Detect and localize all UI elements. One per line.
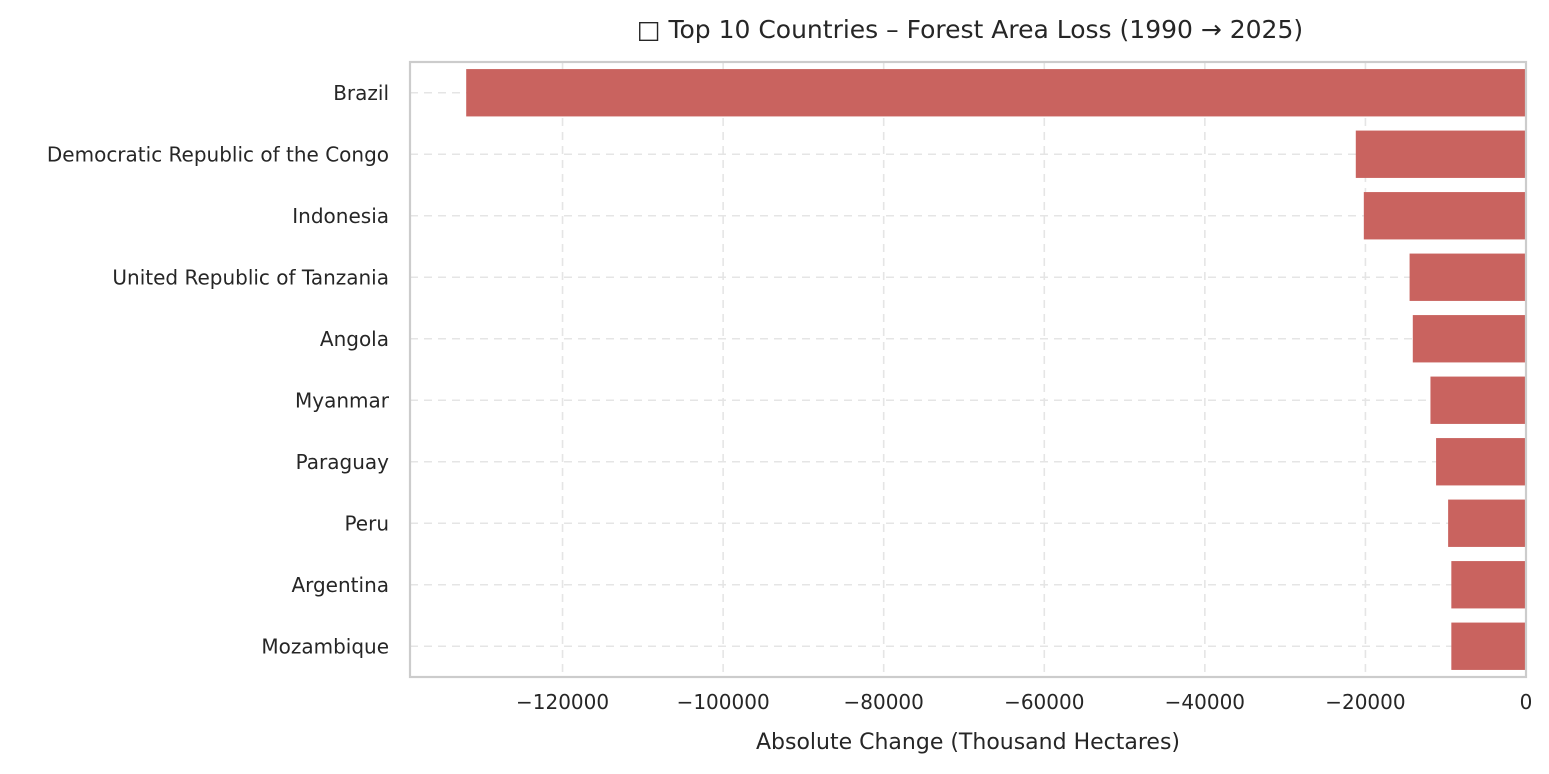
- y-tick-label: Argentina: [291, 573, 389, 597]
- y-tick-label: Angola: [320, 327, 389, 351]
- y-tick-label: United Republic of Tanzania: [112, 265, 389, 289]
- bar-argentina: [1451, 561, 1526, 609]
- chart-title: □ Top 10 Countries – Forest Area Loss (1…: [637, 15, 1303, 44]
- bars: [466, 69, 1527, 670]
- x-tick-label: −40000: [1165, 690, 1245, 714]
- bar-peru: [1448, 499, 1526, 547]
- x-tick-label: −120000: [516, 690, 609, 714]
- y-tick-label: Democratic Republic of the Congo: [47, 142, 389, 166]
- axes-frame: [408, 60, 1528, 679]
- x-tick-label: 0: [1520, 690, 1533, 714]
- x-tick-label: −80000: [844, 690, 924, 714]
- y-tick-label: Paraguay: [296, 450, 390, 474]
- x-tick-label: −100000: [677, 690, 770, 714]
- x-tick-label: −20000: [1325, 690, 1405, 714]
- bar-angola: [1412, 315, 1526, 363]
- bar-brazil: [466, 69, 1527, 117]
- y-tick-label: Mozambique: [261, 634, 389, 658]
- y-tick-label: Myanmar: [295, 388, 390, 412]
- bar-democratic-republic-of-the-congo: [1355, 130, 1526, 178]
- y-tick-labels: Brazil Democratic Republic of the Congo In…: [47, 81, 390, 659]
- bar-indonesia: [1363, 192, 1526, 240]
- x-tick-label: −60000: [1004, 690, 1084, 714]
- x-axis-label: Absolute Change (Thousand Hectares): [756, 730, 1180, 755]
- bar-myanmar: [1430, 376, 1526, 424]
- x-tick-labels: −120000 −100000 −80000 −60000 −40000 −20000 0: [516, 690, 1532, 714]
- y-tick-label: Brazil: [333, 81, 389, 105]
- bar-paraguay: [1436, 438, 1526, 486]
- y-tick-label: Indonesia: [292, 204, 389, 228]
- bar-united-republic-of-tanzania: [1409, 253, 1526, 301]
- bar-mozambique: [1451, 622, 1526, 670]
- y-tick-label: Peru: [344, 511, 389, 535]
